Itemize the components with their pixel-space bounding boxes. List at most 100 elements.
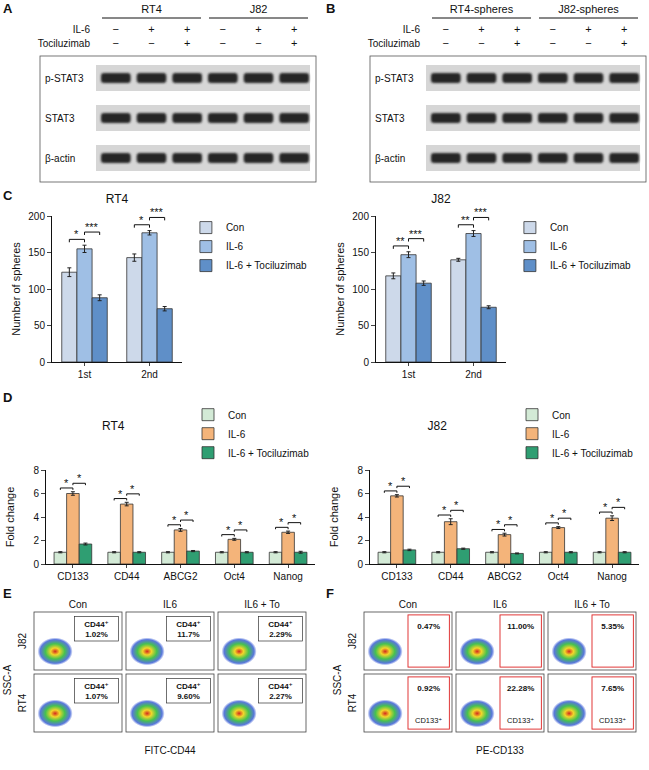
svg-text:0: 0 <box>39 357 45 368</box>
svg-text:−: − <box>113 23 119 35</box>
svg-text:***: *** <box>409 228 423 240</box>
svg-text:Tociluzimab: Tociluzimab <box>368 38 421 49</box>
svg-text:STAT3: STAT3 <box>45 113 75 124</box>
svg-text:50: 50 <box>34 320 46 331</box>
svg-text:**: ** <box>461 214 470 226</box>
svg-text:0.47%: 0.47% <box>417 622 440 631</box>
svg-text:RT4: RT4 <box>102 419 125 433</box>
svg-text:IL6 + To: IL6 + To <box>574 599 610 610</box>
svg-text:+: + <box>184 37 190 49</box>
svg-text:+: + <box>255 23 261 35</box>
svg-text:*: * <box>496 518 501 530</box>
svg-text:IL6: IL6 <box>163 599 177 610</box>
svg-text:2: 2 <box>357 535 363 546</box>
svg-text:9.60%: 9.60% <box>177 692 200 701</box>
svg-text:2nd: 2nd <box>465 369 482 380</box>
svg-text:11.7%: 11.7% <box>177 630 199 639</box>
svg-text:IL-6: IL-6 <box>552 429 570 440</box>
svg-text:+: + <box>514 23 520 35</box>
svg-text:RT4: RT4 <box>141 3 162 15</box>
svg-text:−: − <box>220 37 226 49</box>
svg-text:IL-6 + Tociluzimab: IL-6 + Tociluzimab <box>552 448 633 459</box>
svg-text:1st: 1st <box>402 369 416 380</box>
svg-text:ABCG2: ABCG2 <box>164 571 198 582</box>
svg-text:IL6: IL6 <box>493 599 507 610</box>
svg-text:CD133⁺: CD133⁺ <box>415 716 442 725</box>
svg-text:*: * <box>139 214 144 226</box>
svg-text:RT4: RT4 <box>106 192 129 206</box>
svg-text:*: * <box>401 475 406 487</box>
svg-text:−: − <box>443 23 449 35</box>
svg-text:J82: J82 <box>428 419 448 433</box>
svg-text:D: D <box>3 390 12 405</box>
svg-text:CD44⁺: CD44⁺ <box>268 682 293 691</box>
svg-text:*: * <box>616 496 621 508</box>
svg-text:100: 100 <box>352 284 369 295</box>
svg-text:IL-6: IL-6 <box>73 24 91 35</box>
svg-text:+: + <box>621 23 627 35</box>
svg-text:2nd: 2nd <box>141 369 158 380</box>
svg-text:CD44⁺: CD44⁺ <box>176 682 201 691</box>
svg-text:150: 150 <box>352 247 369 258</box>
svg-text:IL-6: IL-6 <box>228 429 246 440</box>
svg-text:*: * <box>603 501 608 513</box>
svg-text:CD133⁺: CD133⁺ <box>599 716 626 725</box>
svg-text:IL-6 + Tociluzimab: IL-6 + Tociluzimab <box>550 260 631 271</box>
svg-text:CD44: CD44 <box>114 571 140 582</box>
svg-text:0: 0 <box>363 357 369 368</box>
svg-text:J82: J82 <box>250 3 268 15</box>
svg-text:FITC-CD44: FITC-CD44 <box>144 745 196 756</box>
svg-text:CD44⁺: CD44⁺ <box>268 620 293 629</box>
svg-text:4: 4 <box>33 512 39 523</box>
svg-text:*: * <box>292 512 297 524</box>
svg-text:CD133⁺: CD133⁺ <box>507 716 534 725</box>
svg-text:150: 150 <box>28 247 45 258</box>
svg-text:β-actin: β-actin <box>375 153 405 164</box>
svg-text:J82-spheres: J82-spheres <box>558 3 619 15</box>
svg-text:RT4: RT4 <box>347 693 358 712</box>
svg-text:*: * <box>454 499 459 511</box>
svg-text:A: A <box>3 1 13 16</box>
svg-text:SSC-A: SSC-A <box>332 664 343 695</box>
svg-text:*: * <box>172 514 177 526</box>
svg-text:ABCG2: ABCG2 <box>488 571 522 582</box>
svg-text:*: * <box>238 519 243 531</box>
svg-text:11.00%: 11.00% <box>507 622 534 631</box>
svg-text:+: + <box>291 37 297 49</box>
svg-text:Con: Con <box>228 410 246 421</box>
svg-text:***: *** <box>85 221 99 233</box>
svg-text:Nanog: Nanog <box>597 571 626 582</box>
svg-text:β-actin: β-actin <box>45 153 75 164</box>
svg-text:*: * <box>118 488 123 500</box>
svg-text:Con: Con <box>552 410 570 421</box>
svg-text:p-STAT3: p-STAT3 <box>45 73 84 84</box>
svg-text:Number of spheres: Number of spheres <box>10 242 22 336</box>
svg-text:J82: J82 <box>347 633 358 650</box>
svg-text:+: + <box>621 37 627 49</box>
svg-text:IL6 + To: IL6 + To <box>244 599 280 610</box>
svg-text:CD133: CD133 <box>57 571 89 582</box>
svg-text:1st: 1st <box>78 369 92 380</box>
svg-text:−: − <box>443 37 449 49</box>
svg-text:1.02%: 1.02% <box>85 630 108 639</box>
svg-text:IL-6: IL-6 <box>550 241 568 252</box>
svg-text:8: 8 <box>357 465 363 476</box>
svg-text:0: 0 <box>33 559 39 570</box>
svg-text:*: * <box>279 516 284 528</box>
svg-text:+: + <box>291 23 297 35</box>
svg-text:p-STAT3: p-STAT3 <box>375 73 414 84</box>
svg-text:***: *** <box>150 206 164 218</box>
svg-text:*: * <box>550 512 555 524</box>
svg-text:PE-CD133: PE-CD133 <box>476 745 524 756</box>
svg-text:*: * <box>508 514 513 526</box>
svg-text:CD133: CD133 <box>381 571 413 582</box>
svg-text:Fold change: Fold change <box>4 487 16 548</box>
svg-text:Con: Con <box>399 599 417 610</box>
svg-text:+: + <box>184 23 190 35</box>
svg-text:SSC-A: SSC-A <box>2 664 13 695</box>
svg-text:22.28%: 22.28% <box>507 684 534 693</box>
svg-text:+: + <box>585 23 591 35</box>
svg-text:CD44⁺: CD44⁺ <box>84 682 109 691</box>
svg-text:J82: J82 <box>17 633 28 650</box>
svg-text:Con: Con <box>550 222 568 233</box>
